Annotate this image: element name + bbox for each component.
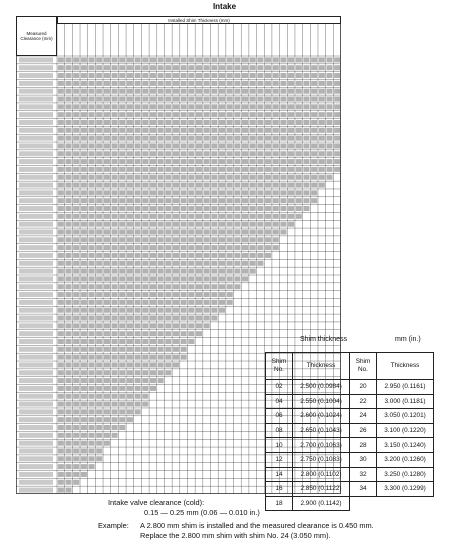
- shim-no-cell: 32: [349, 466, 377, 483]
- thickness-cell: 2.800 (0.1102): [292, 466, 350, 483]
- thickness-cell: 2.700 (0.1063): [292, 437, 350, 453]
- page-title: Intake: [212, 2, 237, 11]
- table-row: 06 2.600 (0.1024) 24 3.050 (0.1201): [265, 408, 434, 424]
- thickness-cell: 3.250 (0.1280): [376, 466, 434, 483]
- shim-table: Shim No. Thickness Shim No. Thickness 02…: [265, 352, 434, 512]
- shim-no-cell: 24: [349, 408, 377, 424]
- thickness-cell: 2.500 (0.0984): [292, 379, 350, 395]
- shim-no-cell: 10: [265, 437, 293, 453]
- shim-no-cell: 18: [265, 495, 293, 512]
- shim-selection-matrix: Measured Clearance (mm) Installed Shim T…: [16, 16, 341, 494]
- thickness-cell: 2.550 (0.1004): [292, 393, 350, 410]
- thickness-cell: 3.100 (0.1220): [376, 422, 434, 439]
- shim-no-cell: [350, 496, 377, 511]
- row-header-title: Measured Clearance (mm): [16, 16, 57, 56]
- shim-table-unit: mm (in.): [395, 336, 421, 343]
- thickness-cell: 3.300 (0.1299): [376, 481, 434, 497]
- shim-no-cell: 20: [349, 379, 377, 395]
- clearance-value: 0.15 — 0.25 mm (0.06 — 0.010 in.): [144, 508, 260, 517]
- shim-no-cell: 26: [349, 422, 377, 439]
- column-header-title: Installed Shim Thickness (mm): [57, 16, 341, 24]
- matrix-grid: [16, 16, 341, 494]
- shim-no-cell: 30: [349, 451, 377, 468]
- shim-no-cell: 02: [265, 379, 293, 395]
- thickness-cell: 3.200 (0.1260): [376, 451, 434, 468]
- shim-no-cell: 22: [349, 393, 377, 410]
- shim-no-cell: 14: [265, 466, 293, 483]
- matrix-rows: [16, 55, 341, 494]
- thickness-cell: 2.900 (0.1142): [292, 495, 350, 512]
- thickness-cell: 2.650 (0.1043): [292, 422, 350, 439]
- thickness-cell: 2.950 (0.1161): [376, 379, 434, 395]
- shim-no-header: Shim No.: [265, 352, 293, 380]
- matrix-cell-texture: [19, 57, 341, 493]
- table-row: 14 2.800 (0.1102) 32 3.250 (0.1280): [265, 466, 434, 483]
- table-row: 10 2.700 (0.1063) 28 3.150 (0.1240): [265, 437, 434, 453]
- shim-no-header: Shim No.: [349, 352, 377, 380]
- shim-no-cell: 16: [265, 481, 293, 497]
- shim-table-header-row: Shim No. Thickness Shim No. Thickness: [265, 352, 434, 380]
- thickness-header: Thickness: [376, 352, 434, 380]
- table-row: 04 2.550 (0.1004) 22 3.000 (0.1181): [265, 393, 434, 410]
- shim-no-cell: 08: [265, 422, 293, 439]
- thickness-header: Thickness: [292, 352, 350, 380]
- thickness-cell: [377, 496, 434, 511]
- shim-no-cell: 12: [265, 451, 293, 468]
- table-row: 02 2.500 (0.0984) 20 2.950 (0.1161): [265, 379, 434, 395]
- thickness-cell: 3.150 (0.1240): [376, 437, 434, 453]
- example-text-line-1: A 2.800 mm shim is installed and the mea…: [140, 521, 374, 530]
- table-row: 16 2.850 (0.1122) 34 3.300 (0.1299): [265, 481, 434, 497]
- thickness-cell: 2.750 (0.1083): [292, 451, 350, 468]
- shim-no-cell: 04: [265, 393, 293, 410]
- table-row: 12 2.750 (0.1083) 30 3.200 (0.1260): [265, 451, 434, 468]
- table-row: 18 2.900 (0.1142): [265, 495, 434, 512]
- example-text-line-2: Replace the 2.800 mm shim with shim No. …: [140, 531, 331, 540]
- thickness-cell: 2.850 (0.1122): [292, 481, 350, 497]
- shim-table-caption: Shim thickness: [300, 336, 348, 343]
- table-row: 08 2.650 (0.1043) 26 3.100 (0.1220): [265, 422, 434, 439]
- shim-no-cell: 34: [349, 481, 377, 497]
- thickness-cell: 3.050 (0.1201): [376, 408, 434, 424]
- clearance-label: Intake valve clearance (cold):: [108, 498, 205, 507]
- thickness-cell: 2.600 (0.1024): [292, 408, 350, 424]
- shim-no-cell: 28: [349, 437, 377, 453]
- shim-no-cell: 06: [265, 408, 293, 424]
- thickness-cell: 3.000 (0.1181): [376, 393, 434, 410]
- example-label: Example:: [98, 521, 129, 530]
